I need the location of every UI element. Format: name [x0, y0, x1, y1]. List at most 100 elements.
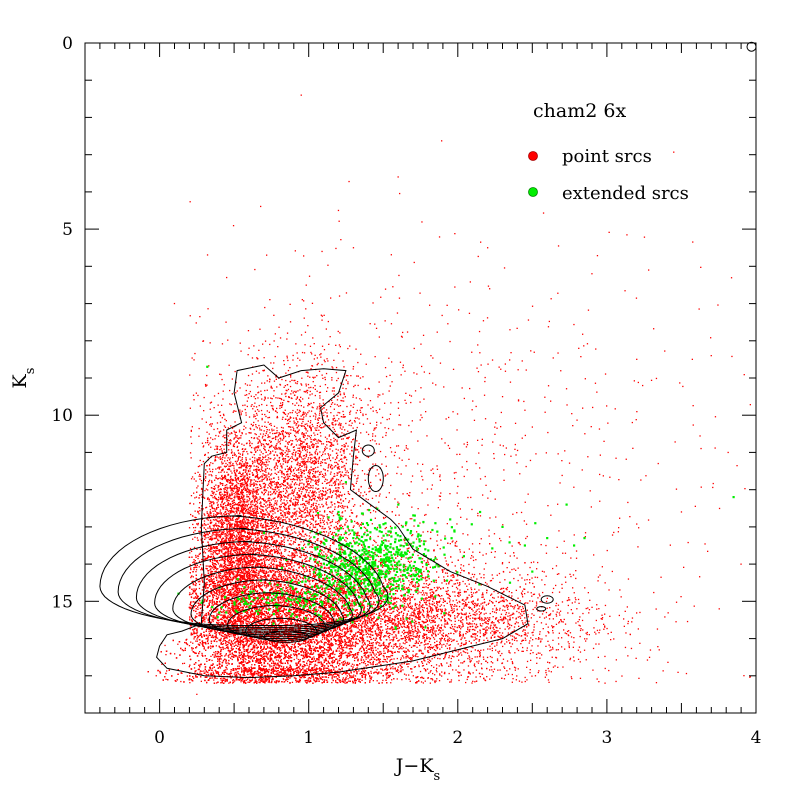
point-0-1144	[345, 673, 347, 675]
point-0-560	[335, 610, 337, 612]
point-0-900	[235, 654, 237, 657]
point-0-836	[275, 610, 277, 612]
point-0-224	[245, 658, 247, 661]
point-0-928	[205, 559, 207, 561]
point-0-542	[295, 589, 297, 591]
point-0-514	[268, 660, 271, 662]
point-0-840	[271, 678, 273, 681]
point-0-447	[292, 595, 295, 597]
point-0-906	[215, 616, 217, 618]
point-0-1129	[355, 654, 357, 656]
point-0-42	[342, 677, 344, 679]
point-0-111	[301, 632, 303, 634]
point-0-1071	[253, 614, 255, 616]
point-0-589	[224, 605, 227, 607]
point-0-842	[301, 665, 303, 667]
point-0-273	[351, 643, 354, 645]
point-0-381	[204, 672, 206, 674]
point-0-191	[406, 641, 408, 643]
point-0-767	[265, 680, 267, 682]
point-0-295	[216, 619, 219, 621]
point-0-758	[315, 660, 317, 662]
point-0-1299	[420, 642, 422, 644]
point-0-120	[166, 670, 168, 672]
point-0-280	[335, 681, 337, 683]
point-0-1328	[361, 603, 363, 605]
point-0-400	[310, 663, 312, 665]
point-0-940	[196, 646, 198, 648]
point-0-862	[308, 613, 310, 615]
point-0-352	[258, 608, 260, 610]
point-0-1133	[279, 646, 281, 649]
point-0-1061	[359, 678, 361, 680]
point-0-1356	[392, 638, 395, 640]
point-0-1253	[203, 646, 205, 648]
point-0-839	[326, 670, 328, 672]
point-0-214	[357, 594, 360, 597]
point-0-1263	[251, 586, 253, 588]
point-0-873	[295, 677, 297, 680]
point-0-620	[203, 670, 205, 672]
point-0-1106	[247, 670, 249, 673]
point-0-399	[293, 647, 295, 649]
point-0-379	[291, 681, 294, 683]
point-0-547	[313, 607, 316, 609]
point-0-158	[305, 649, 307, 651]
point-0-294	[306, 635, 308, 638]
point-0-1131	[329, 669, 331, 672]
point-0-364	[294, 613, 297, 616]
point-0-138	[346, 616, 348, 618]
point-0-577	[297, 614, 299, 616]
point-0-161	[219, 646, 221, 649]
point-0-1257	[339, 579, 342, 581]
point-0-895	[260, 614, 263, 616]
point-0-581	[334, 578, 337, 580]
point-0-1126	[271, 648, 273, 650]
point-0-491	[289, 674, 291, 676]
point-0-80	[262, 650, 264, 653]
point-0-1142	[369, 621, 371, 624]
point-0-659	[308, 645, 310, 647]
point-0-186	[165, 654, 167, 656]
point-0-43	[269, 631, 272, 633]
point-0-1369	[272, 667, 274, 669]
point-0-709	[240, 653, 243, 656]
point-0-1137	[297, 662, 299, 664]
point-0-1436	[164, 644, 166, 647]
point-0-33	[190, 601, 192, 603]
point-0-305	[190, 567, 192, 569]
point-0-1113	[354, 622, 356, 624]
point-0-980	[225, 627, 227, 629]
point-0-769	[273, 652, 276, 654]
point-0-1252	[333, 667, 335, 669]
point-0-1003	[263, 614, 265, 616]
point-0-814	[268, 539, 270, 541]
point-0-455	[208, 630, 210, 633]
point-0-926	[309, 620, 312, 622]
point-0-357	[339, 672, 341, 674]
point-0-278	[311, 674, 313, 677]
point-0-822	[302, 619, 304, 621]
point-0-145	[239, 675, 242, 677]
point-0-605	[301, 608, 304, 610]
point-0-10	[297, 574, 299, 577]
point-0-1197	[338, 614, 340, 617]
point-0-460	[212, 671, 214, 673]
point-0-1288	[389, 639, 391, 641]
point-0-1181	[281, 543, 284, 545]
point-0-1317	[287, 587, 289, 589]
point-0-1065	[193, 667, 196, 669]
point-0-384	[356, 618, 358, 621]
point-0-1228	[330, 635, 332, 637]
point-0-255	[313, 616, 315, 619]
point-0-513	[285, 625, 287, 627]
point-0-195	[254, 653, 256, 655]
point-0-418	[224, 606, 227, 609]
point-0-671	[379, 632, 381, 634]
point-0-1422	[292, 575, 294, 577]
point-0-148	[266, 623, 268, 626]
point-0-680	[188, 594, 191, 596]
point-0-1087	[335, 607, 338, 610]
point-0-122	[344, 652, 346, 654]
point-0-1193	[246, 671, 248, 673]
